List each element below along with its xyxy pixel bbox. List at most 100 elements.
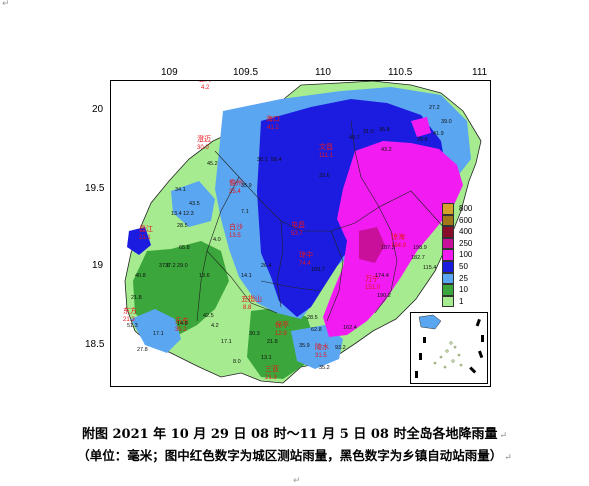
station-value-label: 35.2	[319, 365, 330, 371]
inset-islets	[433, 341, 463, 369]
city-label-value: 8.8	[243, 305, 252, 311]
city-label-name: 保亭	[275, 320, 289, 329]
station-value-label: 40.7	[349, 135, 360, 141]
station-value-label: 31.0	[363, 129, 374, 135]
city-label-name: 屯昌	[291, 220, 305, 229]
station-value-label: 35.9	[241, 183, 252, 189]
station-value-label: 8.0	[233, 359, 241, 365]
rainfall-map: 海口 41.2 文昌 111.1 澄迈 30.0 临高 4.2 儋州 25.4 …	[110, 80, 491, 387]
legend-swatch	[442, 295, 454, 308]
station-value-label: 42.5	[203, 313, 214, 319]
legend-row: 25	[442, 272, 492, 285]
caption-text: 附图 2021 年 10 月 29 日 08 时～11 月 5 日 08 时全岛…	[81, 427, 498, 442]
legend-swatch	[442, 226, 454, 238]
station-value-label: 38.1	[257, 157, 268, 163]
lat-tick: 19	[92, 260, 104, 271]
legend-swatch	[442, 203, 454, 215]
city-label-name: 昌江	[139, 225, 153, 233]
station-value-label: 115.4	[423, 265, 436, 271]
legend-swatch	[442, 284, 454, 296]
rain-zone-pocket	[171, 181, 215, 227]
station-value-label: 45.2	[207, 161, 218, 167]
city-label-value: 111.1	[319, 153, 334, 159]
station-value-label: 174.4	[375, 273, 389, 279]
legend-row: 1	[442, 295, 492, 308]
city-label-value: 31.5	[315, 353, 327, 359]
rainfall-legend: 800 600 400 250 100 50 25 10 1	[442, 203, 492, 308]
rain-zone-lightblue-west	[131, 309, 181, 353]
city-label-value: 74.4	[299, 261, 311, 267]
lon-tick: 109.5	[233, 67, 259, 78]
station-value-label: 33.6	[319, 173, 330, 179]
legend-label: 800	[459, 204, 473, 213]
paragraph-mark-bottom: ↵	[293, 476, 301, 486]
figure-caption-line2: （单位：毫米；图中红色数字为城区测站雨量，黑色数字为乡镇自动站雨量） ↵	[0, 445, 589, 464]
rain-zone-magenta-north	[411, 117, 431, 137]
city-label-name: 陵水	[315, 342, 329, 351]
legend-row: 10	[442, 284, 492, 296]
city-label-value: 35.2	[175, 327, 187, 333]
station-value-label: 27.8	[137, 347, 148, 353]
county-boundaries	[196, 120, 448, 322]
inset-map-svg	[415, 314, 484, 378]
paragraph-mark-top: ↵	[2, 0, 10, 9]
station-value-label: 13.1	[261, 355, 272, 361]
legend-label: 25	[459, 273, 468, 283]
station-value-label: 37.6	[159, 263, 170, 269]
legend-row: 250	[442, 237, 492, 250]
hainan-rainfall-svg: 海口 41.2 文昌 111.1 澄迈 30.0 临高 4.2 儋州 25.4 …	[123, 81, 482, 384]
city-label-value: 21.3	[265, 375, 277, 381]
legend-row: 50	[442, 260, 492, 273]
station-value-label: 43.5	[189, 201, 200, 207]
lon-tick: 109	[161, 67, 178, 78]
city-label-name: 白沙	[229, 222, 243, 231]
station-value-label: 43.2	[381, 147, 392, 153]
city-label-name: 澄迈	[197, 134, 211, 143]
city-label-value: 21.1	[139, 235, 151, 241]
station-value-label: 162.4	[343, 325, 357, 331]
city-labels: 海口 41.2 文昌 111.1 澄迈 30.0 临高 4.2 儋州 25.4 …	[123, 81, 407, 381]
lon-tick: 110.5	[388, 67, 413, 78]
legend-swatch	[442, 260, 454, 273]
legend-swatch	[442, 272, 454, 285]
station-value-label: 27.2	[429, 105, 440, 111]
station-value-label: 29.0	[177, 263, 188, 269]
station-value-label: 51.3	[127, 323, 138, 329]
city-label-value: 41.2	[267, 125, 279, 131]
city-label-name: 儋州	[229, 178, 243, 187]
city-label-value: 21.3	[123, 317, 135, 323]
station-value-label: 35.9	[299, 343, 310, 349]
station-value-label: 17.1	[153, 331, 164, 337]
legend-swatch	[442, 237, 454, 250]
legend-label: 10	[459, 285, 468, 295]
legend-label: 600	[459, 215, 473, 225]
lat-tick: 19.5	[85, 183, 105, 194]
station-value-label: 17.1	[221, 339, 232, 345]
city-label-value: 12.9	[275, 331, 287, 337]
city-label-name: 东方	[123, 306, 137, 315]
station-value-label: 39.0	[441, 119, 452, 125]
station-value-label: 13.6	[199, 273, 210, 279]
station-value-label: 190.2	[377, 293, 391, 299]
station-value-label: 93.2	[335, 345, 346, 351]
paragraph-mark: ↵	[504, 453, 512, 463]
figure-caption-line1: 附图 2021 年 10 月 29 日 08 时～11 月 5 日 08 时全岛…	[0, 423, 589, 442]
legend-row: 100	[442, 249, 492, 261]
inset-dashed-boundary	[415, 318, 484, 378]
city-label-value: 13.5	[229, 233, 241, 239]
station-value-label: 26.4	[261, 263, 272, 269]
city-label-name: 五指山	[241, 294, 262, 303]
station-value-label: 7.1	[241, 209, 249, 215]
legend-label: 100	[459, 250, 473, 260]
legend-label: 400	[459, 227, 473, 237]
station-value-label: 40.8	[135, 273, 146, 279]
city-label-name: 三亚	[265, 365, 279, 373]
station-value-label: 14.8	[177, 321, 188, 327]
station-value-label: 65.8	[179, 245, 190, 251]
lon-tick: 110	[315, 67, 331, 78]
station-value-label: 14.1	[241, 273, 252, 279]
station-value-label: 187.2	[381, 245, 395, 251]
lat-tick: 18.5	[85, 339, 105, 350]
city-label-value: 25.4	[229, 189, 241, 195]
station-value-label: 4.0	[213, 237, 221, 243]
